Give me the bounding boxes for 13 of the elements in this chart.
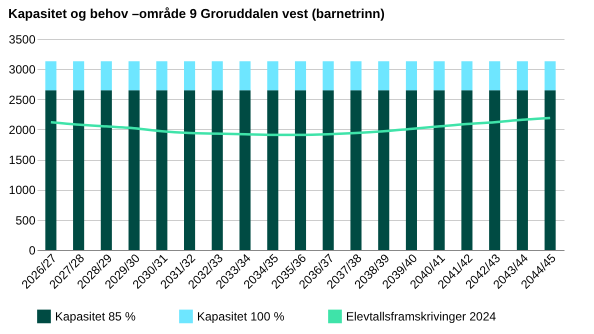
chart-title: Kapasitet og behov –område 9 Groruddalen vest (barnetrinn) bbox=[8, 6, 385, 21]
y-tick-label: 3500 bbox=[8, 32, 36, 46]
legend-label: Kapasitet 85 % bbox=[55, 309, 136, 324]
legend-label: Kapasitet 100 % bbox=[197, 309, 285, 324]
y-tick-label: 0 bbox=[28, 244, 36, 258]
legend-label: Elevtallsframskrivinger 2024 bbox=[346, 309, 496, 324]
y-tick-label: 2000 bbox=[8, 122, 36, 137]
y-tick-label: 500 bbox=[15, 213, 36, 228]
y-tick-label: 1000 bbox=[8, 183, 36, 198]
y-tick-label: 2500 bbox=[8, 92, 36, 107]
y-tick-label: 1500 bbox=[8, 153, 36, 168]
y-tick-label: 3000 bbox=[8, 62, 36, 77]
line-series bbox=[50, 116, 552, 136]
